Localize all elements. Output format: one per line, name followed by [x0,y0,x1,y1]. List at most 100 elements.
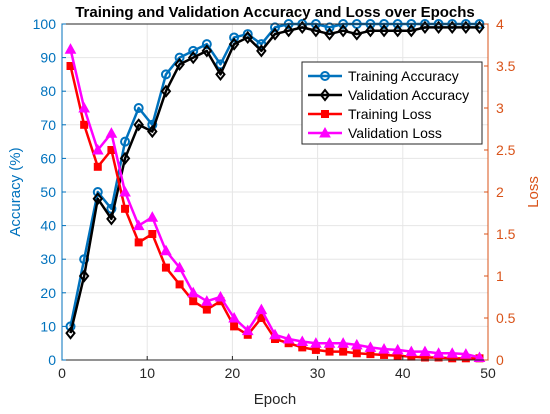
validation-accuracy-point [256,44,267,58]
x-axis-label: Epoch [254,391,297,408]
validation-loss-point [269,328,281,340]
y-left-tick-label: 60 [40,150,56,166]
validation-accuracy-point [78,269,90,283]
y-left-tick-label: 40 [40,218,56,234]
validation-accuracy-point [106,212,117,226]
training-accuracy-point [133,103,144,113]
training-accuracy-point [324,22,335,33]
y-left-tick-label: 80 [40,83,56,99]
y-right-tick-label: 2 [496,184,504,200]
validation-accuracy-point [446,20,458,34]
validation-loss-point [391,343,404,355]
training-loss-point [352,349,361,358]
validation-accuracy-point [378,24,390,38]
validation-accuracy-point [460,20,472,34]
training-loss-point [189,297,198,306]
validation-loss-point [228,311,240,323]
validation-accuracy-point [310,24,322,38]
validation-accuracy-point [406,24,417,38]
validation-loss-point [378,343,390,354]
y-left-tick-label: 70 [40,117,56,133]
validation-loss-point [160,244,172,256]
training-loss-point [175,280,184,289]
validation-loss-point [364,341,377,352]
validation-accuracy-point [365,24,376,38]
validation-loss-point [296,335,309,347]
legend-marker-validation-loss [319,126,331,138]
y-right-tick-label: 1.5 [496,226,516,242]
validation-loss-point [446,347,459,358]
validation-loss-point [323,337,336,348]
validation-loss-point [173,261,186,273]
validation-accuracy-point [474,20,485,34]
y-axis-right-label: Loss [525,176,542,208]
chart-title: Training and Validation Accuracy and Los… [75,4,475,21]
validation-accuracy-point [228,37,240,51]
validation-accuracy-point [242,30,254,45]
validation-loss-point [64,43,77,54]
training-accuracy-point [120,136,131,147]
validation-accuracy-line [69,26,480,334]
validation-accuracy-point [160,84,172,98]
validation-loss-point [405,345,418,357]
y-right-tick-label: 1 [496,268,504,284]
validation-accuracy-point [147,124,158,139]
legend-label-training-accuracy: Training Accuracy [348,68,459,84]
validation-accuracy-point [65,326,76,340]
y-right-tick-label: 3 [496,100,504,116]
validation-loss-point [214,290,227,302]
x-tick-label: 10 [139,365,155,381]
validation-accuracy-point [119,151,131,166]
y-left-tick-label: 10 [40,318,56,334]
validation-loss-point [241,324,254,336]
validation-loss-point [78,101,91,113]
y-left-tick-label: 0 [48,352,56,368]
validation-loss-point [132,219,145,231]
validation-accuracy-point [283,24,294,38]
legend-label-validation-accuracy: Validation Accuracy [348,87,469,103]
y-left-tick-label: 30 [40,251,56,267]
series-validation-accuracy [65,20,485,340]
validation-loss-point [146,211,159,222]
legend-marker-training-accuracy [320,71,330,81]
legend-marker-training-loss [321,110,329,118]
validation-loss-point [337,337,350,348]
y-left-tick-label: 100 [33,16,57,32]
training-loss-point [80,120,89,129]
legend-label-training-loss: Training Loss [348,106,432,122]
validation-loss-point [419,345,431,357]
validation-loss-point [473,351,486,362]
legend-label-validation-loss: Validation Loss [348,125,442,141]
series-validation-loss [64,43,486,362]
training-loss-point [134,238,143,247]
validation-accuracy-point [433,20,444,34]
x-tick-label: 50 [480,365,496,381]
legend-marker-validation-accuracy [319,88,331,102]
legend: Training Accuracy Validation Accuracy Trai… [301,61,483,145]
training-loss-point [93,162,102,171]
training-accuracy-point [160,69,171,80]
training-loss-point [339,347,348,356]
x-tick-label: 40 [395,365,411,381]
validation-accuracy-point [419,20,431,34]
x-tick-label: 0 [58,365,66,381]
y-left-tick-label: 20 [40,285,56,301]
validation-accuracy-point [92,192,104,206]
training-loss-point [121,204,130,213]
y-right-tick-label: 0 [496,352,504,368]
validation-accuracy-point [269,27,281,41]
validation-loss-point [91,143,104,155]
validation-accuracy-point [174,57,185,71]
training-accuracy-point [92,187,103,197]
validation-accuracy-point [392,24,403,38]
y-left-tick-label: 50 [40,184,56,200]
validation-loss-point [255,303,268,315]
training-accuracy-point [174,52,185,63]
y-right-tick-label: 4 [496,16,504,32]
training-loss-point [230,322,239,331]
y-right-tick-label: 2.5 [496,142,516,158]
validation-accuracy-point [337,24,349,38]
validation-accuracy-point [351,27,363,41]
training-accuracy-point [270,22,280,33]
training-accuracy-point [188,45,199,56]
